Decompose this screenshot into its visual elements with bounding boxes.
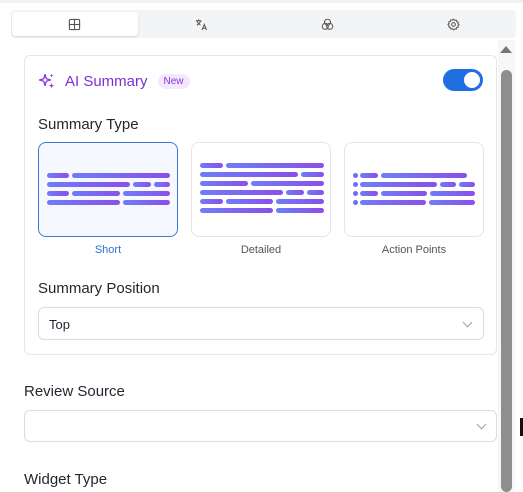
tab-style[interactable] (265, 10, 391, 38)
preview-line (440, 182, 456, 187)
preview-line (133, 182, 151, 187)
summary-type-detailed[interactable] (191, 142, 331, 237)
bullet-dot (353, 200, 358, 205)
settings-icon (447, 18, 460, 30)
preview-line (200, 181, 248, 186)
preview-line (123, 200, 170, 205)
ai-summary-title: AI Summary (65, 72, 148, 90)
summary-type-short-label: Short (94, 244, 122, 256)
preview-line (200, 163, 223, 168)
preview-line (381, 173, 467, 178)
layout-grid-icon (69, 18, 81, 30)
preview-line (360, 173, 378, 178)
ai-summary-card: AI Summary New Summary Type Short D (24, 55, 497, 355)
summary-type-short[interactable] (38, 142, 178, 237)
preview-line (200, 199, 223, 204)
summary-type-action-points[interactable] (344, 142, 484, 237)
tab-layout[interactable] (12, 12, 138, 36)
preview-line (47, 173, 69, 178)
review-source-select[interactable] (24, 410, 497, 442)
preview-line (307, 190, 324, 195)
preview-line (47, 191, 69, 196)
text-cursor-icon (520, 418, 523, 436)
ai-summary-toggle[interactable] (443, 69, 483, 91)
preview-line (154, 182, 170, 187)
preview-line (200, 190, 283, 195)
preview-line (360, 200, 426, 205)
ai-summary-header: AI Summary New (38, 72, 190, 90)
palette-icon (321, 18, 334, 30)
preview-line (459, 182, 475, 187)
scrollbar-thumb[interactable] (501, 70, 512, 492)
preview-line (226, 163, 324, 168)
preview-line (301, 172, 324, 177)
review-source-label: Review Source (24, 383, 125, 400)
preview-line (429, 200, 475, 205)
translate-icon (196, 18, 208, 30)
preview-line (360, 191, 378, 196)
bullet-dot (353, 182, 358, 187)
chevron-down-icon (462, 317, 473, 328)
preview-line (276, 208, 324, 213)
preview-line (276, 199, 324, 204)
bullet-dot (353, 191, 358, 196)
preview-line (72, 173, 170, 178)
preview-line (381, 191, 427, 196)
top-divider (0, 0, 523, 3)
scroll-up-arrow-icon[interactable] (500, 46, 512, 53)
preview-line (286, 190, 304, 195)
preview-line (72, 191, 120, 196)
preview-line (47, 200, 120, 205)
bullet-dot (353, 173, 358, 178)
preview-line (200, 172, 298, 177)
sparkle-icon (38, 73, 55, 89)
toggle-knob (464, 72, 480, 88)
tab-translate[interactable] (139, 10, 265, 38)
new-badge: New (157, 73, 190, 89)
tab-settings[interactable] (390, 10, 516, 38)
widget-type-label: Widget Type (24, 471, 108, 488)
preview-line (200, 208, 273, 213)
summary-position-value: Top (49, 317, 70, 332)
summary-type-label: Summary Type (38, 116, 139, 133)
preview-line (360, 182, 437, 187)
chevron-down-icon (476, 419, 487, 430)
tab-bar (11, 10, 516, 38)
summary-type-action-points-label: Action Points (381, 244, 447, 256)
preview-line (47, 182, 130, 187)
preview-line (430, 191, 475, 196)
summary-type-detailed-label: Detailed (240, 244, 282, 256)
summary-position-select[interactable]: Top (38, 307, 484, 340)
summary-position-label: Summary Position (38, 280, 160, 297)
preview-line (123, 191, 170, 196)
preview-line (226, 199, 273, 204)
preview-line (251, 181, 324, 186)
